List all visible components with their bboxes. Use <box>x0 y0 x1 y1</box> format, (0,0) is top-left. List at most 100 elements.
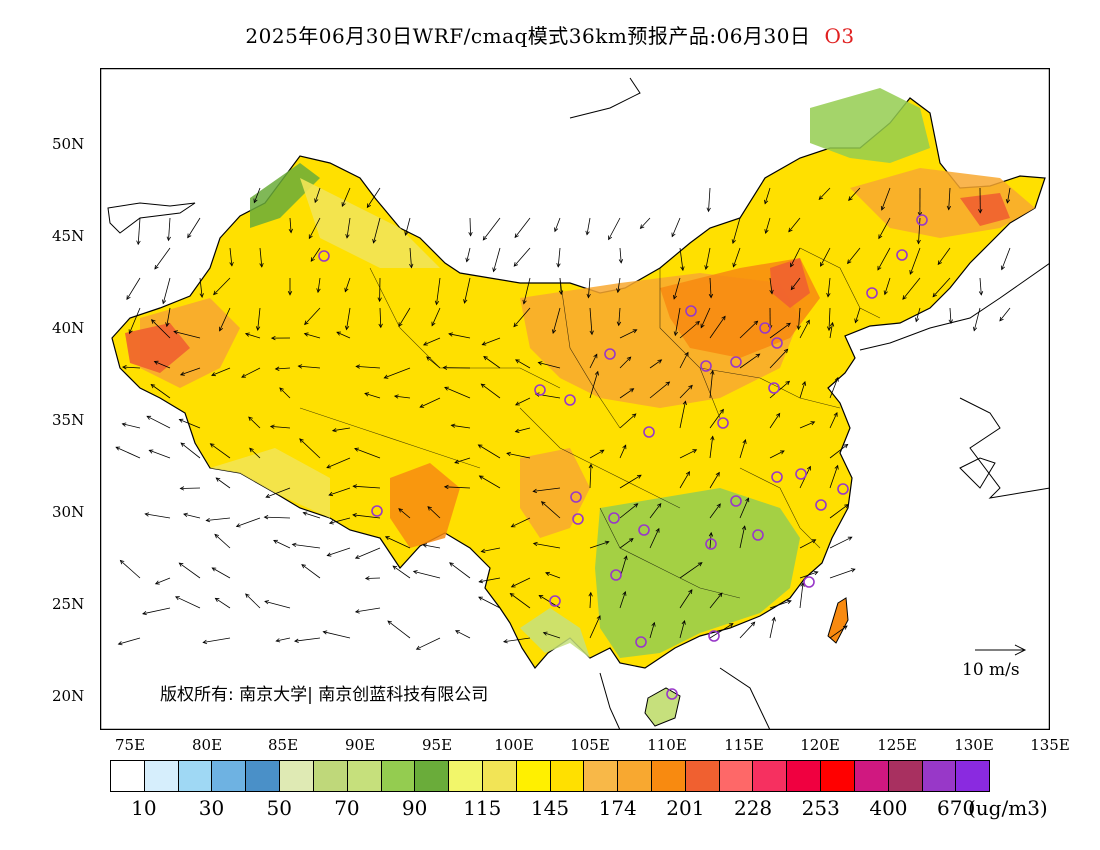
wind-arrow <box>709 316 726 339</box>
legend-swatch <box>516 761 551 791</box>
wind-arrow-head <box>303 332 309 337</box>
city-station-marker <box>768 382 780 394</box>
lon-label: 85E <box>267 736 299 754</box>
wind-arrow-head <box>978 291 984 296</box>
wind-arrow <box>122 423 141 429</box>
city-station-marker <box>572 513 584 525</box>
wind-arrow-head <box>322 630 328 635</box>
wind-arrow-head <box>710 435 715 441</box>
city-station-marker <box>752 529 764 541</box>
wind-arrow-head <box>741 525 747 531</box>
wind-arrow <box>454 457 471 464</box>
wind-arrow <box>364 393 381 399</box>
wind-arrow <box>427 506 441 519</box>
wind-arrow <box>679 352 689 369</box>
wind-arrow-head <box>162 299 167 305</box>
wind-arrow <box>479 475 501 489</box>
wind-arrow-head <box>657 359 663 364</box>
wind-arrow-head <box>522 299 527 305</box>
wind-arrow <box>211 367 231 376</box>
wind-arrow <box>619 413 637 429</box>
legend-swatch <box>821 761 855 791</box>
wind-arrow <box>154 247 171 270</box>
wind-arrow-head <box>826 292 831 298</box>
wind-arrow-head <box>274 366 280 371</box>
wind-arrow-head <box>477 444 483 449</box>
wind-arrow-head <box>153 360 159 365</box>
wind-arrow <box>679 589 693 609</box>
legend-swatch <box>280 761 314 791</box>
wind-arrow <box>398 307 411 327</box>
wind-arrow <box>619 591 626 609</box>
wind-arrow <box>554 217 561 232</box>
wind-arrow <box>709 409 724 429</box>
wind-arrow <box>769 349 788 369</box>
wind-arrow <box>709 592 723 609</box>
wind-arrow-head <box>352 513 357 518</box>
wind-arrow <box>932 277 951 297</box>
wind-arrow <box>346 307 351 330</box>
wind-arrow <box>203 637 231 643</box>
lon-label: 80E <box>191 736 223 754</box>
wind-arrow <box>493 247 501 272</box>
wind-arrow-head <box>128 329 133 335</box>
legend-label: 145 <box>530 796 570 820</box>
lon-label: 105E <box>570 736 610 754</box>
legend-label: 10 <box>131 796 157 820</box>
wind-arrow-head <box>509 592 515 598</box>
wind-vector-field <box>115 187 1011 650</box>
wind-arrow <box>765 217 771 234</box>
wind-arrow <box>365 577 381 579</box>
wind-arrow <box>416 637 441 650</box>
wind-arrow <box>366 187 381 208</box>
wind-arrow <box>769 617 775 639</box>
city-station-marker <box>803 576 815 588</box>
wind-arrow <box>884 277 891 295</box>
wind-arrow-head <box>404 231 409 236</box>
wind-arrow-head <box>589 330 594 336</box>
wind-arrow-head <box>771 616 776 622</box>
wind-arrow-head <box>115 446 121 451</box>
wind-arrow-head <box>880 205 885 211</box>
wind-arrow-head <box>480 383 486 388</box>
wind-arrow-head <box>515 359 520 364</box>
city-station-marker <box>610 569 622 581</box>
wind-arrow <box>206 517 231 521</box>
lon-label: 75E <box>114 736 146 754</box>
wind-arrow <box>673 277 681 300</box>
wind-arrow-head <box>510 523 516 528</box>
wind-arrow <box>902 277 921 300</box>
wind-arrow-head <box>916 239 921 245</box>
city-station-marker <box>635 636 647 648</box>
wind-arrow <box>387 620 411 639</box>
wind-arrow-head <box>594 370 599 376</box>
zone-orange-tibet <box>390 463 460 548</box>
legend-swatch <box>111 761 145 791</box>
legend-label: 400 <box>869 796 908 820</box>
wind-arrow <box>180 367 201 376</box>
wind-arrow <box>344 277 351 292</box>
wind-arrow-head <box>695 320 700 326</box>
wind-arrow <box>180 442 201 459</box>
wind-arrow-head <box>483 355 488 361</box>
wind-arrow-head <box>211 372 216 377</box>
wind-arrow-head <box>398 508 403 513</box>
wind-arrow-head <box>178 418 184 423</box>
wind-arrow-head <box>316 288 321 294</box>
wind-arrow <box>352 514 381 519</box>
wind-arrow <box>503 637 531 643</box>
wind-arrow <box>709 277 712 298</box>
wind-arrow-head <box>593 353 598 359</box>
wind-arrow <box>515 359 531 369</box>
wind-arrow <box>423 337 441 346</box>
wind-arrow-head <box>932 292 937 298</box>
city-station-marker <box>795 468 807 480</box>
wind-arrow-head <box>537 361 543 366</box>
wind-arrow-head <box>269 424 275 429</box>
wind-arrow-head <box>229 261 234 267</box>
wind-arrow <box>392 565 411 579</box>
wind-arrow-head <box>150 319 156 324</box>
wind-arrow <box>215 597 231 609</box>
wind-arrow-head <box>671 232 676 238</box>
wind-arrow-head <box>878 234 883 240</box>
